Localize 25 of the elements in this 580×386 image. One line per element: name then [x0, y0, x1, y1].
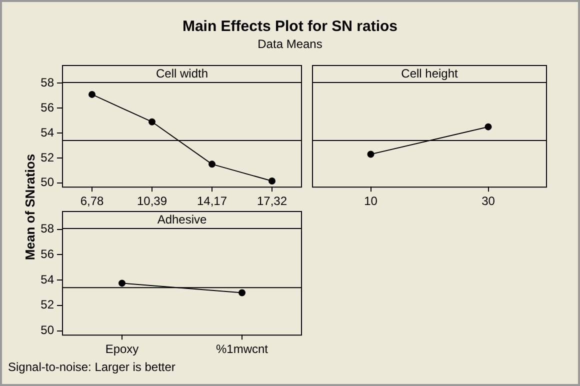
- x-axis-title: Adhesive: [157, 212, 208, 226]
- y-tick-label: 56: [40, 100, 54, 114]
- x-tick-label: 14,17: [196, 194, 228, 208]
- x-tick-label: 17,32: [256, 194, 288, 208]
- chart-title: Main Effects Plot for SN ratios: [181, 18, 399, 35]
- y-tick-label: 52: [40, 150, 54, 164]
- y-tick-label: 54: [40, 272, 54, 286]
- y-tick-label: 54: [40, 125, 54, 140]
- y-tick-label: 58: [40, 76, 54, 90]
- x-tick-label: 6,78: [80, 194, 104, 208]
- text: Signal-to-noise: Larger is better: [8, 360, 176, 374]
- x-axis-title: Cell height: [401, 66, 459, 80]
- y-tick-label: 52: [40, 298, 54, 312]
- y-axis-title: Mean of SNratios: [22, 154, 38, 260]
- y-tick-label: 58: [40, 222, 54, 236]
- x-tick-label: 10,39: [136, 194, 168, 208]
- y-tick-label: 50: [40, 323, 54, 338]
- y-tick-label: 50: [40, 175, 54, 190]
- x-axis-title: Cell width: [156, 66, 208, 80]
- x-tick-label: 10: [364, 194, 378, 208]
- x-tick-label: %1mwcnt: [216, 342, 269, 356]
- chart-subtitle: Data Means: [256, 37, 324, 51]
- y-tick-label: 56: [40, 246, 54, 261]
- x-tick-label: Epoxy: [105, 342, 139, 356]
- x-tick-label: 30: [482, 194, 496, 208]
